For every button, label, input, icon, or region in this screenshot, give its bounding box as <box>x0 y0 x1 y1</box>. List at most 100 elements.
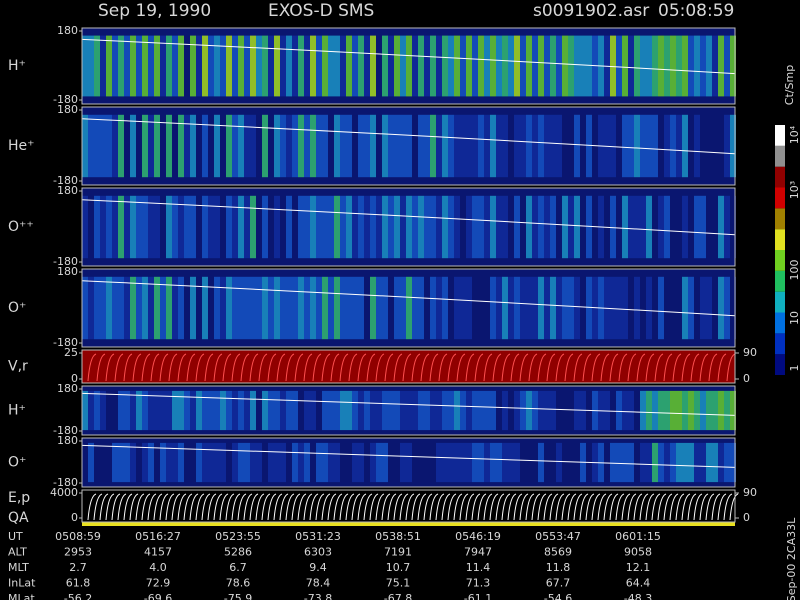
spectrogram-cell <box>88 114 94 178</box>
y-tick-label: 0 <box>71 372 78 385</box>
spectrogram-cell <box>352 442 358 483</box>
trace <box>357 353 367 382</box>
spectrogram-cell <box>652 276 658 340</box>
y-tick-label: -180 <box>53 93 78 106</box>
spectrogram-cell <box>286 442 292 483</box>
spectrogram-cell <box>562 35 568 97</box>
spectrogram-cell <box>694 276 700 340</box>
spectrogram-cell <box>394 195 400 259</box>
spectrogram-cell <box>238 114 244 178</box>
spectrogram-cell <box>178 35 184 97</box>
spectrogram-cell <box>214 35 220 97</box>
trace <box>357 493 367 521</box>
spectrogram-cell <box>610 35 616 97</box>
trace <box>297 493 307 521</box>
spectrogram-cell <box>718 390 724 431</box>
spectrogram-cell <box>634 276 640 340</box>
trace <box>99 493 109 521</box>
table-cell: 9.4 <box>309 561 327 574</box>
spectrogram-cell <box>514 276 520 340</box>
spectrogram-cell <box>310 390 316 431</box>
trace <box>387 493 397 521</box>
spectrogram-cell <box>220 195 226 259</box>
spectrogram-cell <box>478 276 484 340</box>
spectrogram-cell <box>538 276 544 340</box>
spectrogram-cell <box>382 114 388 178</box>
spectrogram-cell <box>334 114 340 178</box>
spectrogram-cell <box>376 276 382 340</box>
trace <box>366 353 376 382</box>
colorbar-tick-label: 100 <box>788 260 800 281</box>
spectrogram-cell <box>130 35 136 97</box>
colorbar-tick-label: 10³ <box>788 181 800 199</box>
trace <box>708 353 718 382</box>
spectrogram-cell <box>232 35 238 97</box>
spectrogram-cell <box>496 276 502 340</box>
spectrogram-cell <box>664 195 670 259</box>
table-cell: 4.0 <box>149 561 167 574</box>
spectrogram-cell <box>568 390 574 431</box>
spectrogram-cell <box>658 195 664 259</box>
trace <box>447 493 457 521</box>
spectrogram-cell <box>214 195 220 259</box>
y-tick-label: 180 <box>57 103 78 116</box>
colorbar-swatch <box>775 166 785 188</box>
spectrogram-cell <box>550 390 556 431</box>
trace <box>171 493 181 521</box>
trace <box>579 493 589 521</box>
trace <box>240 353 250 382</box>
spectrogram-cell <box>496 35 502 97</box>
spectrogram-cell <box>610 195 616 259</box>
spectrogram-cell <box>568 442 574 483</box>
spectrogram-cell <box>250 114 256 178</box>
spectrogram-cell <box>406 442 412 483</box>
spectrogram-cell <box>130 195 136 259</box>
trace <box>483 353 493 382</box>
spectrogram-cell <box>412 195 418 259</box>
spectrogram-cell <box>244 276 250 340</box>
trace <box>519 493 529 521</box>
spectrogram-cell <box>502 114 508 178</box>
spectrogram-cell <box>106 442 112 483</box>
trace <box>267 353 277 382</box>
trace <box>363 493 373 521</box>
trace <box>609 493 619 521</box>
spectrogram-cell <box>388 276 394 340</box>
spectrogram-cell <box>160 195 166 259</box>
spectrogram-cell <box>502 35 508 97</box>
spectrogram-cell <box>448 390 454 431</box>
spectrogram-cell <box>298 35 304 97</box>
spectrogram-cell <box>700 442 706 483</box>
y-tick-label: 90 <box>743 346 757 359</box>
spectrogram-cell <box>358 195 364 259</box>
trace <box>339 493 349 521</box>
spectrogram-cell <box>334 195 340 259</box>
spectrogram-cell <box>148 114 154 178</box>
spectrogram-cell <box>124 390 130 431</box>
spectrogram-cell <box>550 195 556 259</box>
spectrogram-cell <box>712 276 718 340</box>
spectrogram-cell <box>322 35 328 97</box>
spectrogram-cell <box>256 276 262 340</box>
trace <box>465 493 475 521</box>
panel-label: He⁺ <box>8 138 35 154</box>
spectrogram-cell <box>652 195 658 259</box>
spectrogram-cell <box>472 390 478 431</box>
spectrogram-cell <box>328 442 334 483</box>
row-label: InLat <box>8 577 36 590</box>
y-tick-label: 180 <box>57 265 78 278</box>
spectrogram-cell <box>706 276 712 340</box>
spectrogram-cell <box>562 442 568 483</box>
spectrogram-cell <box>628 276 634 340</box>
spectrogram-cell <box>328 390 334 431</box>
spectrogram-cell <box>340 114 346 178</box>
trace <box>729 493 739 521</box>
spectrogram-cell <box>166 442 172 483</box>
trace <box>243 493 253 521</box>
panel-frame <box>81 27 736 105</box>
spectrogram-cell <box>208 390 214 431</box>
trace <box>411 353 421 382</box>
spectrogram-cell <box>628 35 634 97</box>
spectrogram-cell <box>466 276 472 340</box>
spectrogram-cell <box>454 390 460 431</box>
